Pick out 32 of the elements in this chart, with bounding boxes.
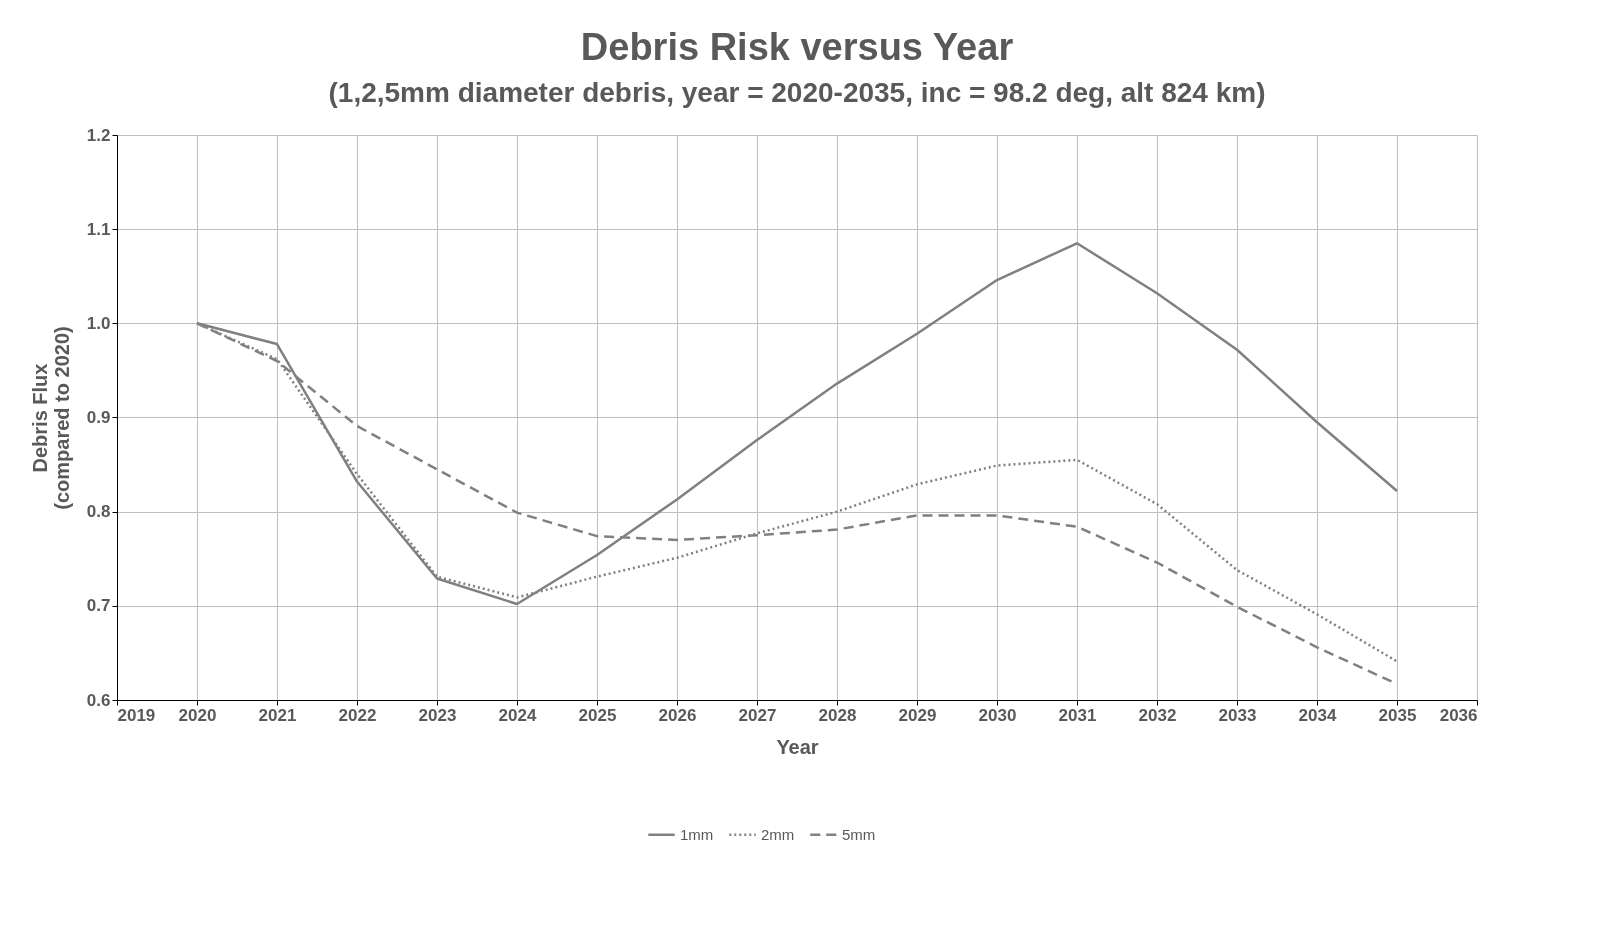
y-tick-label: 1.0 bbox=[86, 313, 111, 333]
legend-label: 2mm bbox=[761, 825, 795, 843]
x-tick-label: 2023 bbox=[418, 705, 457, 725]
legend-label: 5mm bbox=[842, 825, 876, 843]
x-tick-label: 2026 bbox=[658, 705, 697, 725]
y-tick-label: 1.2 bbox=[86, 125, 111, 145]
x-tick-label: 2020 bbox=[178, 705, 217, 725]
y-axis-title: Debris Flux (compared to 2020) bbox=[28, 326, 73, 510]
legend-label: 1mm bbox=[680, 825, 714, 843]
y-tick-label: 0.8 bbox=[86, 502, 111, 522]
chart-subtitle: (1,2,5mm diameter debris, year = 2020-2035, inc = 98.2 deg, alt 824 km) bbox=[328, 77, 1266, 108]
y-tick-label: 0.7 bbox=[86, 596, 111, 616]
x-tick-label: 2035 bbox=[1378, 705, 1417, 725]
x-tick-label: 2029 bbox=[898, 705, 937, 725]
chart-title: Debris Risk versus Year bbox=[580, 26, 1014, 68]
y-tick-label: 0.6 bbox=[86, 690, 111, 710]
x-tick-label: 2033 bbox=[1218, 705, 1257, 725]
x-tick-label: 2032 bbox=[1138, 705, 1177, 725]
x-tick-label: 2022 bbox=[338, 705, 377, 725]
x-axis-title: Year bbox=[776, 735, 819, 758]
x-tick-label: 2025 bbox=[578, 705, 617, 725]
x-tick-label: 2019 bbox=[117, 705, 156, 725]
x-tick-label: 2024 bbox=[498, 705, 537, 725]
x-tick-label: 2031 bbox=[1058, 705, 1097, 725]
y-tick-label: 1.1 bbox=[86, 219, 111, 239]
x-tick-label: 2027 bbox=[738, 705, 777, 725]
x-tick-label: 2034 bbox=[1298, 705, 1337, 725]
x-tick-label: 2036 bbox=[1439, 705, 1478, 725]
y-tick-label: 0.9 bbox=[86, 408, 111, 427]
x-tick-label: 2030 bbox=[978, 705, 1017, 725]
x-tick-label: 2021 bbox=[258, 705, 297, 725]
x-tick-label: 2028 bbox=[818, 705, 857, 725]
